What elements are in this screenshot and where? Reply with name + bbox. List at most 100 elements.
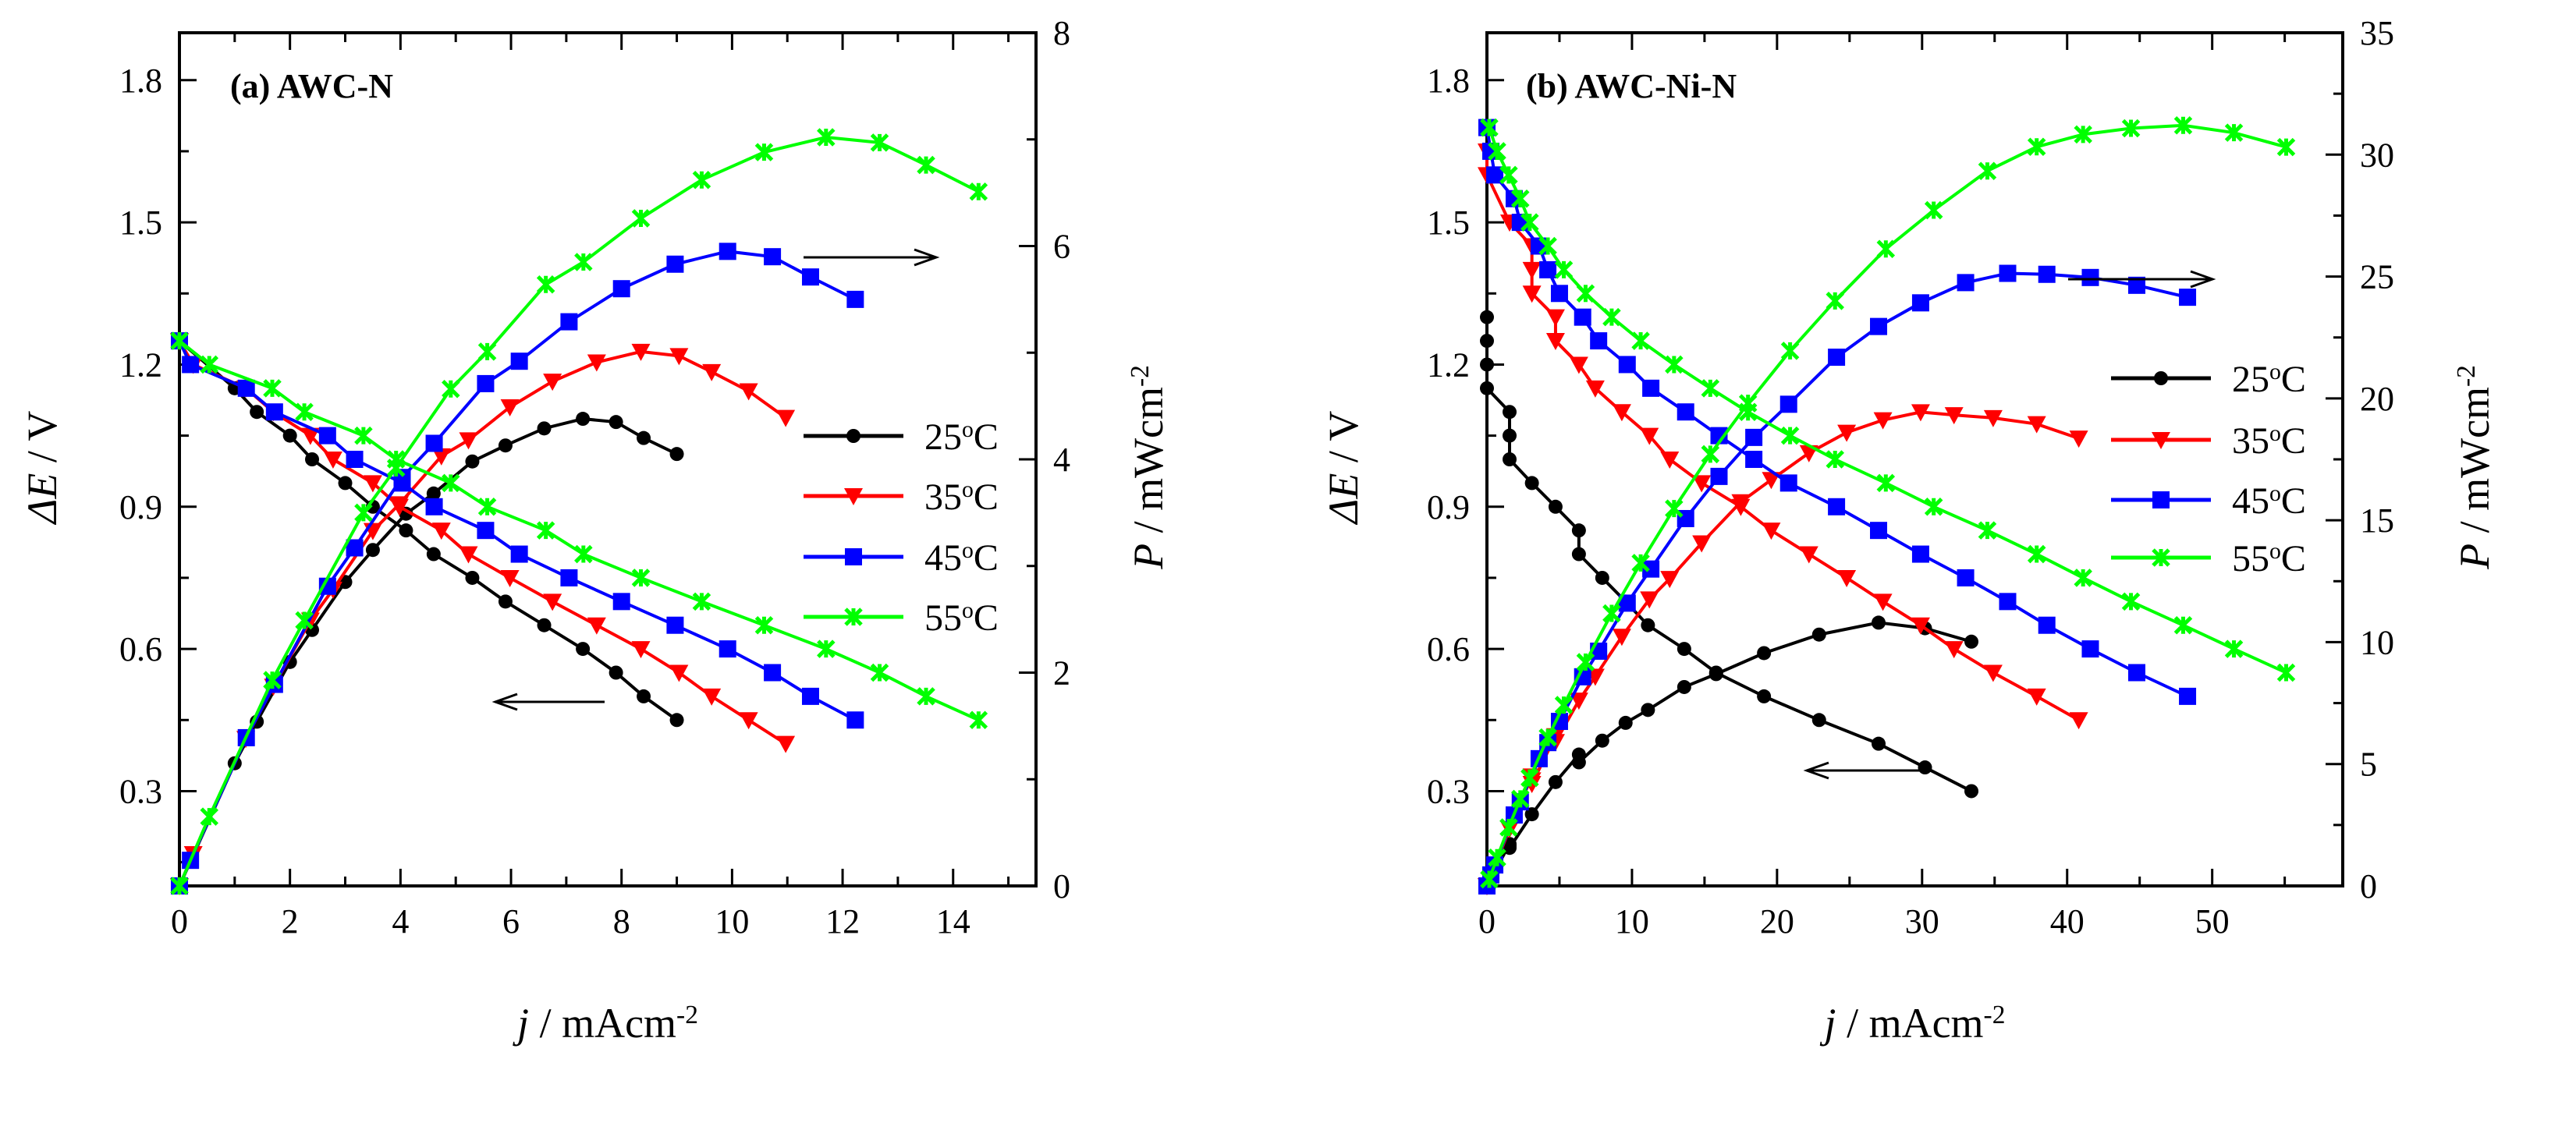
- data-point: [1964, 634, 1979, 649]
- data-point: [1554, 260, 1574, 279]
- data-point-cross: [386, 459, 406, 477]
- y-right-tick-label-part: 4: [1053, 441, 1070, 479]
- data-point-cross: [631, 569, 651, 587]
- series-55: [1480, 116, 2296, 889]
- data-point: [1911, 404, 1930, 422]
- data-point: [1757, 646, 1772, 661]
- data-point: [1510, 189, 1530, 208]
- data-point: [2154, 371, 2168, 385]
- data-point: [702, 688, 722, 706]
- data-point: [1665, 355, 1684, 374]
- legend-label-part: C: [974, 416, 999, 458]
- data-point-cross: [2027, 544, 2046, 564]
- data-point: [510, 352, 528, 370]
- y-left-axis-label-part: / V: [1320, 411, 1367, 473]
- legend-label: 45oC: [924, 537, 999, 579]
- data-point: [200, 355, 219, 374]
- data-point: [692, 170, 711, 190]
- data-point: [1665, 499, 1684, 518]
- data-point: [1811, 713, 1826, 728]
- data-point: [1595, 733, 1609, 748]
- y-left-tick-label: 1.2: [1427, 345, 1470, 384]
- y-right-axis-label-part: / mWcm: [1125, 387, 1172, 544]
- data-point: [2152, 491, 2170, 508]
- data-point-cross: [1499, 818, 1518, 837]
- data-point: [1510, 789, 1530, 809]
- data-point-cross: [442, 379, 460, 399]
- data-point: [1488, 848, 1506, 867]
- data-point-cross: [1978, 161, 1997, 180]
- data-point: [776, 409, 796, 427]
- x-tick-label: 8: [613, 902, 630, 941]
- data-point: [282, 428, 297, 443]
- data-point: [500, 569, 520, 587]
- x-axis-label-part: j: [1820, 1000, 1836, 1047]
- data-point: [250, 405, 264, 420]
- x-tick-label-part: 2: [282, 902, 299, 941]
- y-left-axis-label-part: / V: [19, 411, 66, 473]
- y-left-tick-label-part: 1.2: [1427, 345, 1470, 384]
- legend-label-part: o: [962, 597, 974, 623]
- data-point: [1911, 294, 1929, 312]
- y-right-tick-label: 4: [1053, 441, 1070, 479]
- x-tick-label: 10: [715, 902, 749, 941]
- data-point-cross: [2276, 137, 2296, 157]
- arrow-head: [914, 248, 940, 267]
- data-point: [1731, 494, 1751, 512]
- data-point: [1488, 142, 1506, 161]
- legend-label-part: 45: [2232, 480, 2269, 522]
- data-point: [1978, 521, 1997, 540]
- data-point: [1701, 445, 1720, 464]
- data-point: [1569, 693, 1588, 710]
- panel-title: (a) AWC-N: [230, 67, 393, 105]
- data-point: [1499, 818, 1518, 837]
- series-line-voltage: [1485, 127, 2188, 698]
- data-point: [574, 544, 593, 564]
- data-point: [666, 616, 684, 634]
- data-point: [612, 593, 630, 611]
- y-right-tick-label: 5: [2360, 746, 2377, 784]
- data-point: [2074, 569, 2092, 587]
- y-left-tick-label: 1.8: [119, 62, 162, 100]
- y-left-tick-label-part: 0.9: [1427, 488, 1470, 526]
- data-point-cross: [692, 592, 711, 611]
- data-point: [1548, 774, 1563, 789]
- data-point: [2027, 688, 2046, 706]
- data-point: [426, 547, 441, 562]
- data-point: [754, 143, 774, 161]
- data-point: [1710, 427, 1728, 445]
- legend-label: 25oC: [924, 416, 999, 459]
- data-point: [1710, 467, 1728, 485]
- data-point: [1640, 427, 1659, 445]
- data-point: [425, 498, 443, 515]
- x-tick-label-part: 10: [1615, 902, 1649, 941]
- x-tick-label: 50: [2195, 902, 2230, 941]
- data-point: [1480, 357, 1494, 372]
- x-tick-label: 10: [1615, 902, 1649, 941]
- y-left-tick-label: 0.6: [1427, 630, 1470, 668]
- data-point: [1826, 292, 1845, 310]
- x-tick-label: 14: [936, 902, 970, 941]
- data-point-cross: [2224, 123, 2244, 142]
- y-right-axis-label: P / mWcm-2: [2451, 365, 2498, 570]
- data-point: [1554, 696, 1574, 714]
- data-point: [609, 665, 623, 680]
- data-point: [537, 618, 552, 632]
- data-point-cross: [2074, 569, 2092, 587]
- data-point: [1503, 452, 1517, 466]
- data-point: [776, 735, 796, 753]
- legend-label-part: o: [2269, 420, 2281, 446]
- data-point: [2127, 664, 2145, 682]
- y-right-tick-label: 30: [2360, 136, 2394, 174]
- data-point: [1745, 428, 1763, 446]
- data-point: [2069, 712, 2088, 730]
- series-line-voltage: [1485, 151, 2080, 722]
- data-point: [543, 374, 562, 391]
- data-point: [587, 617, 606, 635]
- data-point-cross: [1738, 394, 1758, 413]
- data-point-cross: [1924, 200, 1943, 220]
- data-point: [1618, 715, 1633, 730]
- data-point: [1576, 653, 1595, 671]
- data-point: [1641, 618, 1655, 632]
- data-point-cross: [1780, 342, 1800, 360]
